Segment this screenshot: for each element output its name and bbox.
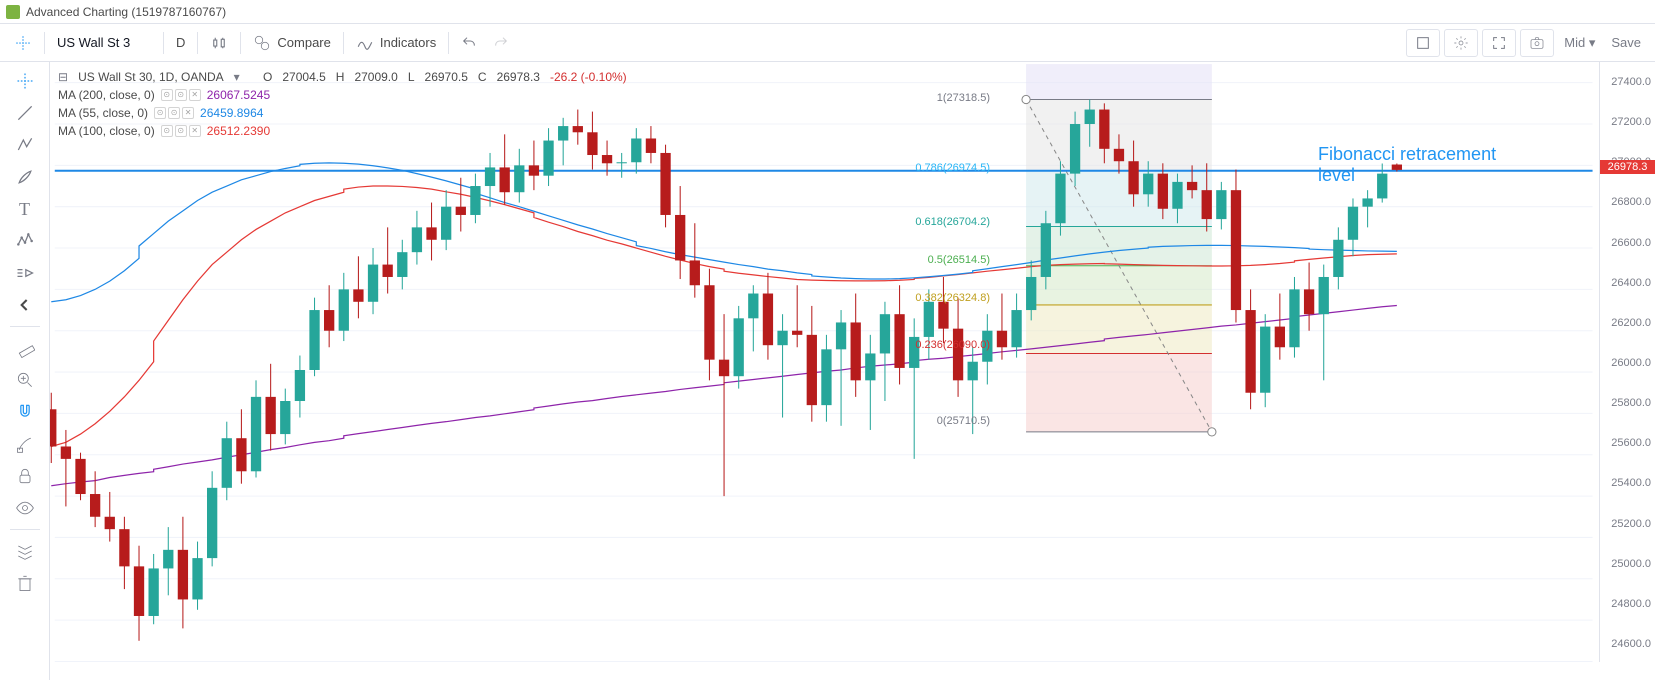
fib-level-label: 0.618(26704.2): [895, 216, 990, 228]
chart-style-button[interactable]: [202, 30, 236, 56]
fullscreen-icon: [1491, 35, 1507, 51]
price-axis[interactable]: 24600.024800.025000.025200.025400.025600…: [1599, 62, 1655, 662]
legend-change: -26.2 (-0.10%): [550, 70, 627, 84]
settings-button[interactable]: [1444, 29, 1478, 57]
forecast-tool[interactable]: [5, 258, 45, 288]
crosshair-icon: [14, 34, 32, 52]
save-button[interactable]: Save: [1603, 31, 1649, 54]
fib-level-label: 0.5(26514.5): [895, 254, 990, 266]
layout-button[interactable]: [1406, 29, 1440, 57]
pattern-tool[interactable]: [5, 226, 45, 256]
fib-level-label: 0.382(26324.8): [895, 292, 990, 304]
snapshot-button[interactable]: [1520, 29, 1554, 57]
fullscreen-button[interactable]: [1482, 29, 1516, 57]
object-tree-tool[interactable]: [5, 536, 45, 566]
gear-icon: [1453, 35, 1469, 51]
redo-icon: [493, 35, 509, 51]
zoom-tool[interactable]: [5, 365, 45, 395]
lock-drawings-tool[interactable]: [5, 429, 45, 459]
visibility-tool[interactable]: [5, 493, 45, 523]
symbol-selector[interactable]: US Wall St 3: [49, 31, 159, 54]
fib-level-label: 0.786(26974.5): [895, 162, 990, 174]
window-title: Advanced Charting (1519787160767): [26, 5, 226, 19]
layout-icon: [1415, 35, 1431, 51]
trendline-tool[interactable]: [5, 98, 45, 128]
magnet-tool[interactable]: [5, 397, 45, 427]
redo-button[interactable]: [485, 31, 517, 55]
fibonacci-annotation: Fibonacci retracement level: [1318, 144, 1496, 186]
top-toolbar: US Wall St 3 D Compare Indicators Mid ▾ …: [0, 24, 1655, 62]
undo-button[interactable]: [453, 31, 485, 55]
compare-icon: [253, 34, 271, 52]
drawing-tools-rail: T: [0, 62, 50, 680]
brush-tool[interactable]: [5, 162, 45, 192]
fib-level-label: 0(25710.5): [895, 415, 990, 427]
indicators-icon: [356, 34, 374, 52]
mid-button[interactable]: Mid ▾: [1556, 31, 1603, 55]
legend-symbol: US Wall St 30, 1D, OANDA: [78, 70, 224, 84]
crosshair-tool[interactable]: [6, 30, 40, 56]
pitchfork-tool[interactable]: [5, 130, 45, 160]
remove-tool[interactable]: [5, 568, 45, 598]
cursor-tool[interactable]: [5, 66, 45, 96]
lock-tool[interactable]: [5, 461, 45, 491]
text-tool[interactable]: T: [5, 194, 45, 224]
app-logo-icon: [6, 5, 20, 19]
chart-area[interactable]: ⊟ US Wall St 30, 1D, OANDA ▾ O27004.5 H2…: [50, 62, 1655, 680]
indicators-button[interactable]: Indicators: [348, 30, 444, 56]
compare-button[interactable]: Compare: [245, 30, 338, 56]
window-title-bar: Advanced Charting (1519787160767): [0, 0, 1655, 24]
chart-legend: ⊟ US Wall St 30, 1D, OANDA ▾ O27004.5 H2…: [58, 68, 631, 140]
fib-level-label: 1(27318.5): [895, 92, 990, 104]
back-button[interactable]: [5, 290, 45, 320]
undo-icon: [461, 35, 477, 51]
candles-icon: [210, 34, 228, 52]
fib-level-label: 0.236(26090.0): [895, 339, 990, 351]
interval-selector[interactable]: D: [168, 31, 193, 54]
measure-tool[interactable]: [5, 333, 45, 363]
camera-icon: [1529, 35, 1545, 51]
